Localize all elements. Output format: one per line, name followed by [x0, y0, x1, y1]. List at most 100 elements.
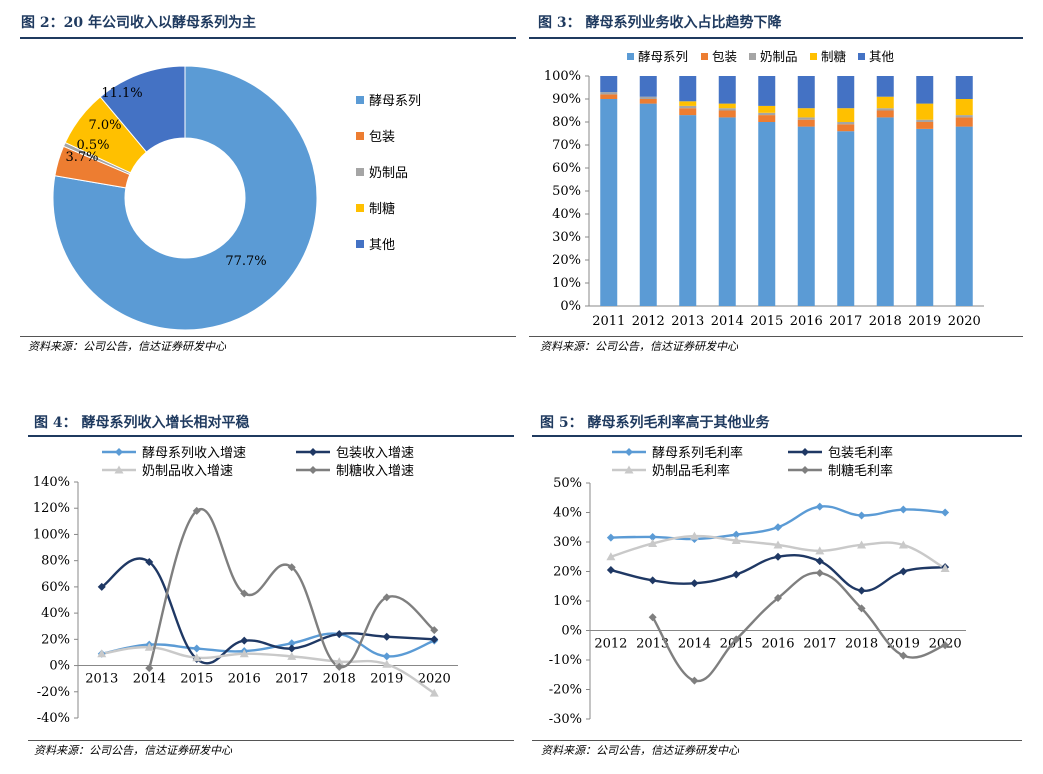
y-tick-label: 80% [41, 554, 70, 569]
bar-segment [718, 108, 736, 111]
y-tick-label: 10% [552, 276, 581, 291]
donut-slice [99, 65, 186, 153]
data-point [287, 563, 296, 572]
legend-swatch [356, 132, 364, 140]
bar-segment [916, 103, 934, 120]
y-tick-label: 0% [49, 659, 70, 674]
series-line [610, 505, 946, 541]
bar-segment [718, 76, 736, 104]
data-point [773, 540, 783, 549]
slice-data-label: 77.7% [225, 254, 266, 269]
y-tick-label: 30% [553, 535, 582, 550]
fig2-title: 图 2：20 年公司收入以酵母系列为主 [21, 15, 256, 31]
fig3-stacked-bar-chart: 酵母系列 包装 奶制品 制糖 其他 0% 10% 20% 30% 40% 50% 60% 70% 80% 9… [544, 49, 984, 329]
legend-label: 酵母系列收入增速 [142, 446, 246, 461]
legend-marker [801, 448, 809, 456]
data-point [145, 664, 154, 673]
bar-segment [679, 101, 697, 106]
bar-segment [679, 115, 697, 306]
legend-marker [309, 466, 317, 474]
legend-marker [801, 466, 809, 474]
legend-swatch [858, 53, 865, 60]
x-tick-label: 2011 [592, 314, 625, 329]
series-line [651, 571, 946, 683]
data-point [287, 651, 297, 660]
data-point [192, 653, 202, 662]
x-tick-label: 2016 [790, 314, 823, 329]
legend-label: 酵母系列毛利率 [652, 445, 743, 461]
bar-segment [797, 117, 815, 120]
data-point [382, 632, 391, 641]
x-tick-label: 2014 [711, 314, 744, 329]
data-point [857, 540, 867, 549]
y-tick-label: 20% [553, 565, 582, 580]
x-tick-label: 2013 [671, 314, 704, 329]
bar-segment [797, 108, 815, 118]
bar-segment [718, 110, 736, 118]
y-tick-label: 40% [553, 506, 582, 521]
data-point [648, 613, 657, 622]
fig4-source: 资料来源：公司公告，信达证券研发中心 [34, 744, 232, 757]
slice-data-label: 3.7% [65, 150, 98, 165]
bar-segment [876, 76, 894, 97]
data-point [648, 538, 658, 547]
fig2-top-rule [20, 37, 516, 39]
y-tick-label: 50% [553, 476, 582, 491]
legend-swatch [356, 240, 364, 248]
data-point [606, 552, 616, 561]
x-tick-label: 2016 [228, 672, 261, 687]
bar-segment [758, 105, 776, 113]
bar-segment [916, 128, 934, 306]
data-point [239, 649, 249, 658]
data-point [899, 567, 908, 576]
data-point [287, 644, 296, 653]
data-point [382, 593, 391, 602]
y-tick-label: -20% [549, 683, 582, 698]
data-point [732, 570, 741, 579]
data-point [192, 644, 201, 653]
bar-segment [758, 76, 776, 106]
legend-label: 其他 [369, 238, 395, 253]
data-point [648, 532, 657, 541]
slice-data-label: 11.1% [101, 86, 142, 101]
y-tick-label: 0% [561, 624, 582, 639]
y-tick-label: 90% [552, 92, 581, 107]
x-tick-label: 2019 [908, 314, 941, 329]
legend-label: 包装收入增速 [336, 446, 414, 461]
bar-segment [758, 112, 776, 116]
legend-marker [309, 448, 317, 456]
y-tick-label: 60% [552, 161, 581, 176]
data-point [382, 659, 392, 668]
legend-label: 酵母系列 [638, 49, 688, 64]
bar-segment [876, 117, 894, 307]
bar-segment [600, 76, 618, 93]
data-point [941, 641, 950, 650]
legend-marker [114, 465, 124, 474]
data-point [815, 502, 824, 511]
bar-segment [758, 115, 776, 122]
data-point [606, 533, 615, 542]
data-point [145, 557, 154, 566]
bar-segment [679, 76, 697, 102]
slice-data-label: 0.5% [76, 138, 109, 153]
fig4-title: 图 4： 酵母系列收入增长相对平稳 [34, 415, 250, 431]
data-point [334, 657, 344, 666]
bar-segment [916, 76, 934, 104]
bar-segment [600, 94, 618, 99]
bar-segment [718, 103, 736, 109]
data-point [606, 566, 615, 575]
legend-swatch [749, 53, 756, 60]
data-point [898, 540, 908, 549]
legend-label: 制糖 [821, 49, 847, 64]
bar-segment [837, 131, 855, 306]
data-point [940, 564, 950, 573]
legend-label: 包装 [712, 49, 737, 64]
data-point [857, 511, 866, 520]
data-point [335, 662, 344, 671]
legend-label: 制糖 [369, 201, 395, 217]
x-tick-label: 2012 [594, 637, 627, 652]
legend-swatch [356, 96, 364, 104]
y-tick-label: 100% [544, 69, 581, 84]
bar-segment [955, 76, 973, 99]
